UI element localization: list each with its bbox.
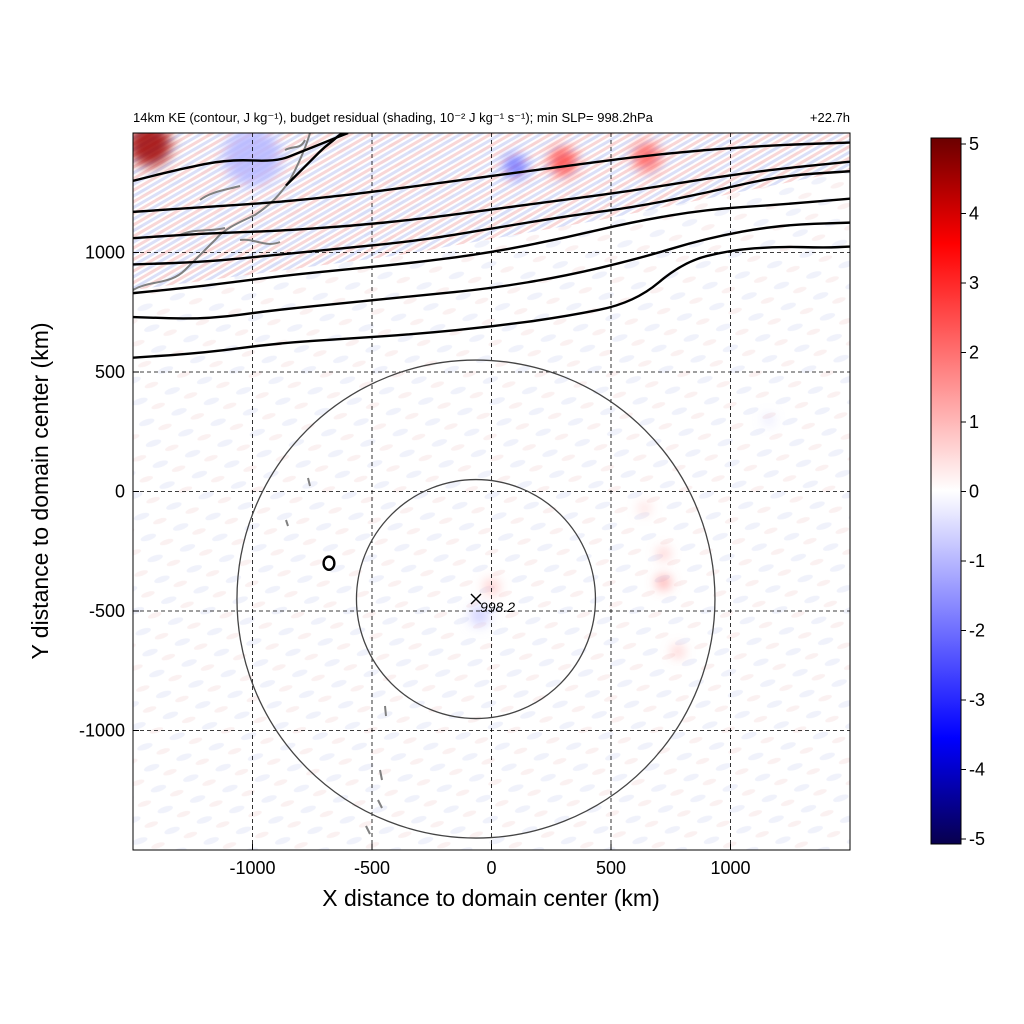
center-pressure-label: 998.2 [480,599,515,615]
x-tick-label: 500 [596,858,626,878]
plot-area: 998.2 [133,133,850,850]
x-tick-label: -1000 [229,858,275,878]
y-axis-title: Y distance to domain center (km) [27,322,53,659]
y-tick-label: 500 [95,362,125,382]
y-axis: -1000 -500 0 500 1000 [79,243,139,741]
colorbar-ticks: 5 4 3 2 1 0 -1 -2 -3 -4 -5 [961,134,985,849]
residual-blob [484,579,499,595]
residual-blob [673,646,683,657]
ke-closed-contour [322,555,336,571]
colorbar-tick-label: 3 [969,273,979,293]
ke-contour-line [133,170,850,266]
residual-blob [548,147,578,177]
ke-contours [133,133,850,571]
residual-blob [658,548,669,559]
colorbar [930,137,962,845]
colorbar-tick-label: -5 [969,829,985,849]
colorbar-tick-label: 2 [969,343,979,363]
x-axis-title: X distance to domain center (km) [322,885,659,911]
range-circles [236,359,716,839]
ke-contour-line [133,245,850,359]
chart-time-label: +22.7h [810,110,850,125]
ke-contour-line [285,133,344,187]
colorbar-tick-label: 5 [969,134,979,154]
range-circle [355,478,597,720]
coastline [133,133,387,835]
ke-contour-line [133,221,850,320]
y-tick-label: 0 [115,482,125,502]
colorbar-tick-label: -2 [969,621,985,641]
ke-contour-line [133,160,850,240]
chart-title: 14km KE (contour, J kg⁻¹), budget residu… [133,110,654,125]
x-tick-label: 0 [486,858,496,878]
colorbar-tick-label: -4 [969,760,985,780]
ke-contour-line [133,141,850,214]
residual-blob [657,576,670,589]
colorbar-tick-label: 0 [969,482,979,502]
y-tick-label: -500 [89,601,125,621]
colorbar-tick-label: -1 [969,551,985,571]
colorbar-tick-label: 1 [969,412,979,432]
x-axis: -1000 -500 0 500 1000 [229,844,751,878]
y-tick-label: -1000 [79,721,125,741]
ke-contour-line [133,133,349,182]
ke-contour-line [133,197,850,295]
residual-blob [133,133,172,167]
y-tick-label: 1000 [85,243,125,263]
range-circle [236,359,716,839]
storm-center: 998.2 [470,593,515,615]
center-marker [470,593,482,605]
residual-blob [639,503,650,514]
x-tick-label: 1000 [710,858,750,878]
x-tick-label: -500 [354,858,390,878]
colorbar-tick-label: 4 [969,204,979,224]
residual-blob [765,416,773,424]
colorbar-tick-label: -3 [969,690,985,710]
